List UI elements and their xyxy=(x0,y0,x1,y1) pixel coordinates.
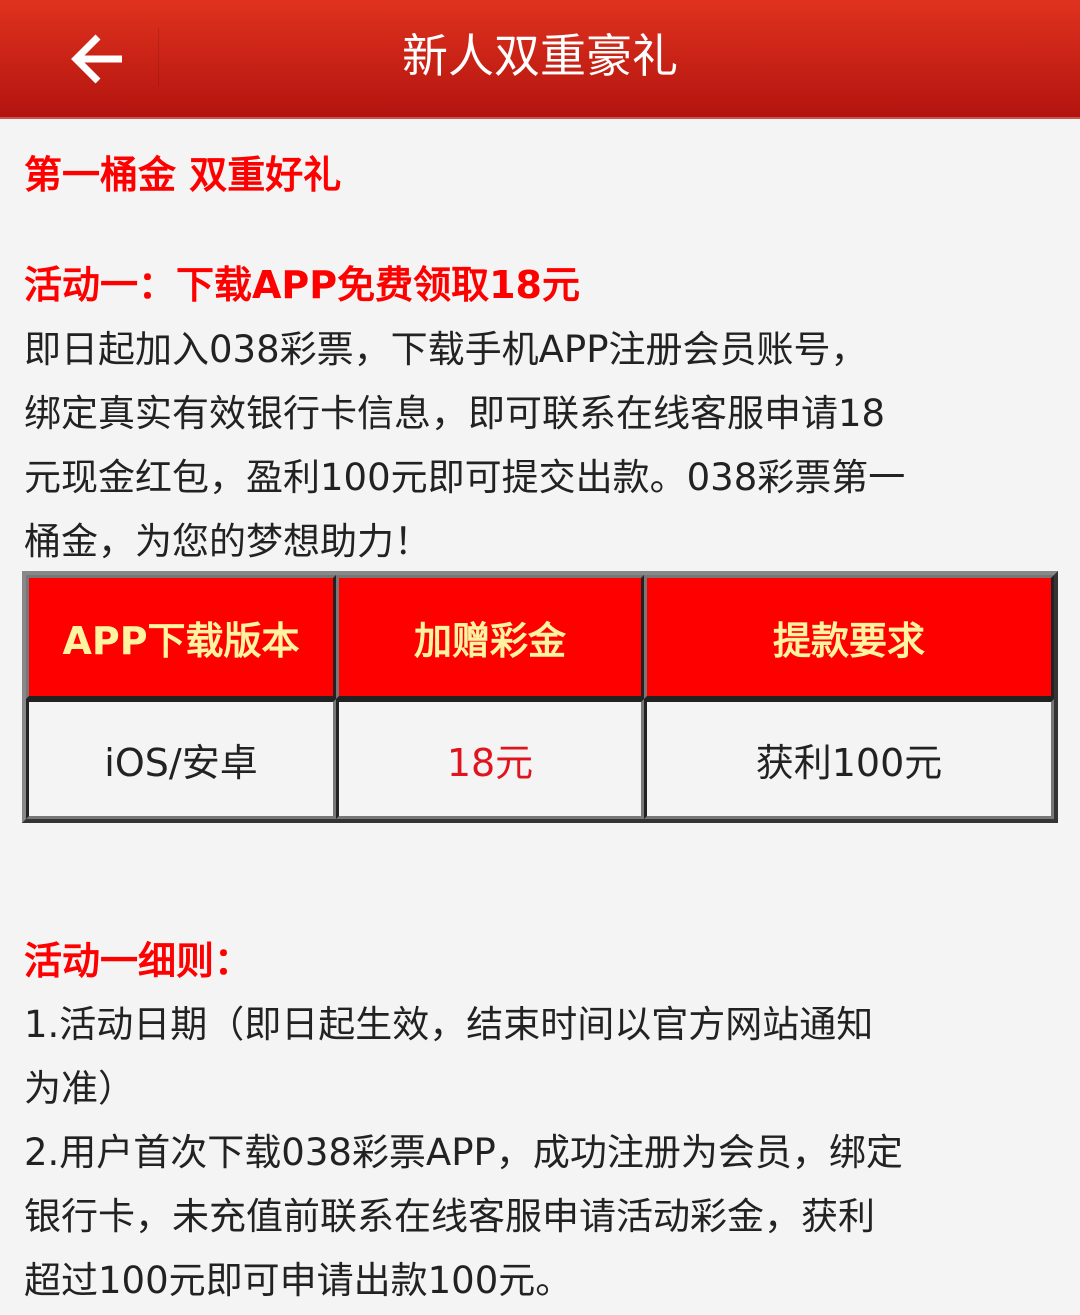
column-header: 加赠彩金 xyxy=(336,575,644,699)
text-line: 元现金红包，盈利100元即可提交出款。038彩票第一 xyxy=(24,456,906,499)
activity1-description: 即日起加入038彩票，下载手机APP注册会员账号， 绑定真实有效银行卡信息，即可… xyxy=(24,318,905,574)
column-header: 提款要求 xyxy=(644,575,1054,699)
app-header: 新人双重豪礼 xyxy=(0,0,1080,119)
bonus-table: APP下载版本 加赠彩金 提款要求 iOS/安卓 18元 获利100元 xyxy=(22,571,1058,823)
table-header-row: APP下载版本 加赠彩金 提款要求 xyxy=(26,575,1054,699)
header-divider xyxy=(158,28,159,86)
text-line: 绑定真实有效银行卡信息，即可联系在线客服申请18 xyxy=(24,392,886,435)
table-row: iOS/安卓 18元 获利100元 xyxy=(26,699,1054,819)
activity1-heading: 活动一：下载APP免费领取18元 xyxy=(24,263,580,307)
text-line: 银行卡，未充值前联系在线客服申请活动彩金，获利 xyxy=(24,1195,875,1238)
text-line: 超过100元即可申请出款100元。 xyxy=(24,1259,573,1302)
page-title: 新人双重豪礼 xyxy=(402,29,678,83)
arrow-left-icon[interactable] xyxy=(70,33,126,85)
text-line: 2.用户首次下载038彩票APP，成功注册为会员，绑定 xyxy=(24,1131,903,1174)
rules-heading: 活动一细则： xyxy=(24,939,253,983)
text-line: 1.活动日期（即日起生效，结束时间以官方网站通知 xyxy=(24,1003,874,1046)
table-cell: 获利100元 xyxy=(644,699,1054,819)
text-line: 桶金，为您的梦想助力！ xyxy=(24,520,431,563)
table-cell: 18元 xyxy=(336,699,644,819)
table-cell: iOS/安卓 xyxy=(26,699,336,819)
column-header: APP下载版本 xyxy=(26,575,336,699)
rules-text: 1.活动日期（即日起生效，结束时间以官方网站通知 为准） 2.用户首次下载038… xyxy=(24,993,903,1313)
text-line: 即日起加入038彩票，下载手机APP注册会员账号， xyxy=(24,328,868,371)
section-title: 第一桶金 双重好礼 xyxy=(24,153,342,197)
text-line: 为准） xyxy=(24,1067,135,1110)
